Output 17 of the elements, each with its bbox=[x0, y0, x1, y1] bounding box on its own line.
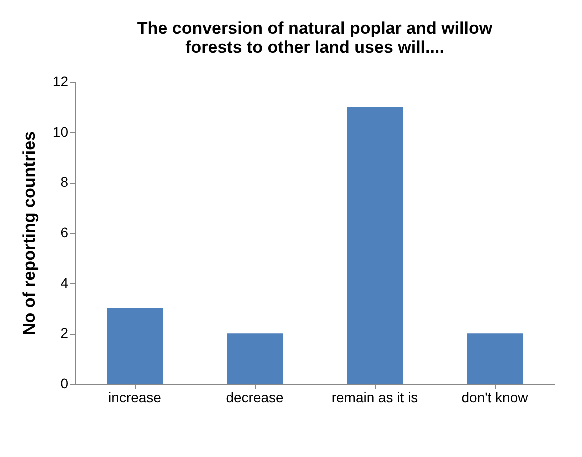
y-tick-label: 2 bbox=[60, 325, 69, 342]
y-axis-title: No of reporting countries bbox=[20, 132, 39, 336]
x-tick-label: increase bbox=[108, 390, 162, 406]
x-tick-label: decrease bbox=[226, 390, 284, 406]
y-tick-label: 4 bbox=[60, 274, 69, 291]
y-tick-label: 6 bbox=[60, 224, 69, 240]
bar bbox=[107, 308, 163, 384]
y-tick-label: 10 bbox=[52, 124, 69, 140]
bar bbox=[467, 334, 523, 384]
x-tick-label: don't know bbox=[462, 390, 530, 406]
bar bbox=[347, 107, 403, 384]
y-tick-label: 8 bbox=[60, 174, 69, 190]
y-tick-label: 0 bbox=[60, 376, 69, 392]
chart-title: The conversion of natural poplar and willow forests to other land uses will.... bbox=[137, 19, 494, 57]
y-tick-label: 12 bbox=[52, 74, 69, 90]
x-tick-label: remain as it is bbox=[332, 390, 418, 406]
bar bbox=[227, 334, 283, 384]
